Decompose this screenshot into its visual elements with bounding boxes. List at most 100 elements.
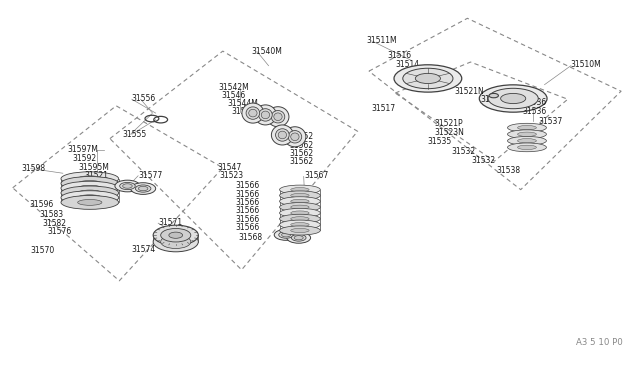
Text: 31537: 31537: [538, 116, 563, 126]
Text: 31523: 31523: [220, 171, 244, 180]
Ellipse shape: [153, 225, 198, 245]
Ellipse shape: [138, 186, 148, 191]
Text: 31542M: 31542M: [218, 83, 249, 92]
Ellipse shape: [291, 187, 309, 192]
Ellipse shape: [77, 176, 102, 182]
Ellipse shape: [291, 205, 309, 209]
Ellipse shape: [518, 145, 536, 150]
Text: 31562: 31562: [290, 141, 314, 150]
Ellipse shape: [61, 172, 118, 186]
Ellipse shape: [267, 107, 289, 127]
Ellipse shape: [61, 181, 118, 195]
Ellipse shape: [479, 85, 547, 112]
Text: 31555: 31555: [122, 131, 147, 140]
Ellipse shape: [278, 131, 287, 139]
Ellipse shape: [276, 129, 289, 141]
Text: 31552: 31552: [290, 132, 314, 141]
Ellipse shape: [274, 230, 298, 240]
Text: 31552N: 31552N: [480, 95, 510, 104]
Ellipse shape: [61, 191, 118, 205]
Ellipse shape: [246, 107, 260, 119]
Text: 31568: 31568: [239, 232, 262, 241]
Ellipse shape: [287, 232, 310, 243]
Text: 31521: 31521: [85, 171, 109, 180]
Text: 31595M: 31595M: [79, 163, 109, 171]
Ellipse shape: [249, 109, 257, 117]
Ellipse shape: [415, 73, 440, 84]
Ellipse shape: [508, 137, 547, 145]
Text: 31562: 31562: [290, 149, 314, 158]
Text: A3 5 10 P0: A3 5 10 P0: [576, 338, 623, 347]
Text: 31556: 31556: [132, 94, 156, 103]
Text: 31514: 31514: [396, 61, 419, 70]
Ellipse shape: [394, 65, 461, 92]
Text: 31521N: 31521N: [454, 87, 484, 96]
Ellipse shape: [291, 234, 306, 241]
Text: 31510M: 31510M: [571, 61, 602, 70]
Text: 31546: 31546: [221, 91, 246, 100]
Ellipse shape: [135, 185, 151, 192]
Ellipse shape: [61, 186, 118, 200]
Ellipse shape: [280, 220, 320, 229]
Ellipse shape: [131, 183, 156, 195]
Ellipse shape: [255, 105, 276, 125]
Ellipse shape: [291, 199, 309, 203]
Text: 31592: 31592: [72, 154, 97, 163]
Text: 31596: 31596: [29, 201, 54, 209]
Ellipse shape: [61, 195, 118, 209]
Ellipse shape: [280, 197, 320, 206]
Ellipse shape: [508, 123, 547, 132]
Text: 31566: 31566: [236, 215, 260, 224]
Ellipse shape: [488, 88, 538, 109]
Text: 31577: 31577: [138, 171, 163, 180]
Text: 31523N: 31523N: [434, 128, 464, 137]
Ellipse shape: [288, 131, 301, 143]
Ellipse shape: [77, 190, 102, 196]
Text: 31567: 31567: [305, 171, 328, 180]
Text: 31540M: 31540M: [251, 46, 282, 55]
Ellipse shape: [280, 214, 320, 223]
Text: 31566: 31566: [236, 224, 260, 232]
Ellipse shape: [518, 132, 536, 137]
Ellipse shape: [508, 143, 547, 152]
Ellipse shape: [77, 195, 102, 201]
Ellipse shape: [61, 177, 118, 190]
Ellipse shape: [120, 182, 135, 190]
Ellipse shape: [77, 199, 102, 205]
Ellipse shape: [291, 217, 309, 221]
Text: 31597M: 31597M: [67, 145, 98, 154]
Text: 31566: 31566: [236, 206, 260, 215]
Ellipse shape: [274, 113, 282, 121]
Ellipse shape: [77, 185, 102, 191]
Ellipse shape: [123, 184, 132, 188]
Ellipse shape: [284, 127, 306, 147]
Text: 31583: 31583: [39, 210, 63, 219]
Ellipse shape: [77, 180, 102, 186]
Text: 31538: 31538: [497, 166, 521, 175]
Ellipse shape: [518, 125, 536, 130]
Ellipse shape: [259, 109, 272, 121]
Text: 31536: 31536: [522, 98, 546, 107]
Ellipse shape: [279, 231, 294, 238]
Ellipse shape: [280, 203, 320, 212]
Ellipse shape: [271, 110, 285, 123]
Text: 31566: 31566: [236, 189, 260, 199]
Ellipse shape: [291, 228, 309, 232]
Ellipse shape: [161, 235, 191, 248]
Ellipse shape: [291, 222, 309, 227]
Ellipse shape: [294, 236, 303, 240]
Ellipse shape: [153, 232, 198, 252]
Text: 31521P: 31521P: [434, 119, 463, 128]
Ellipse shape: [489, 93, 499, 98]
Ellipse shape: [291, 133, 299, 141]
Ellipse shape: [500, 93, 525, 104]
Ellipse shape: [291, 193, 309, 198]
Text: 31576: 31576: [47, 227, 72, 237]
Text: 31544M: 31544M: [228, 99, 259, 108]
Text: 31536: 31536: [522, 107, 546, 116]
Text: 31532: 31532: [452, 147, 476, 155]
Ellipse shape: [242, 103, 264, 123]
Text: 31566: 31566: [236, 181, 260, 190]
Text: 31554: 31554: [231, 107, 255, 116]
Text: 31582: 31582: [43, 219, 67, 228]
